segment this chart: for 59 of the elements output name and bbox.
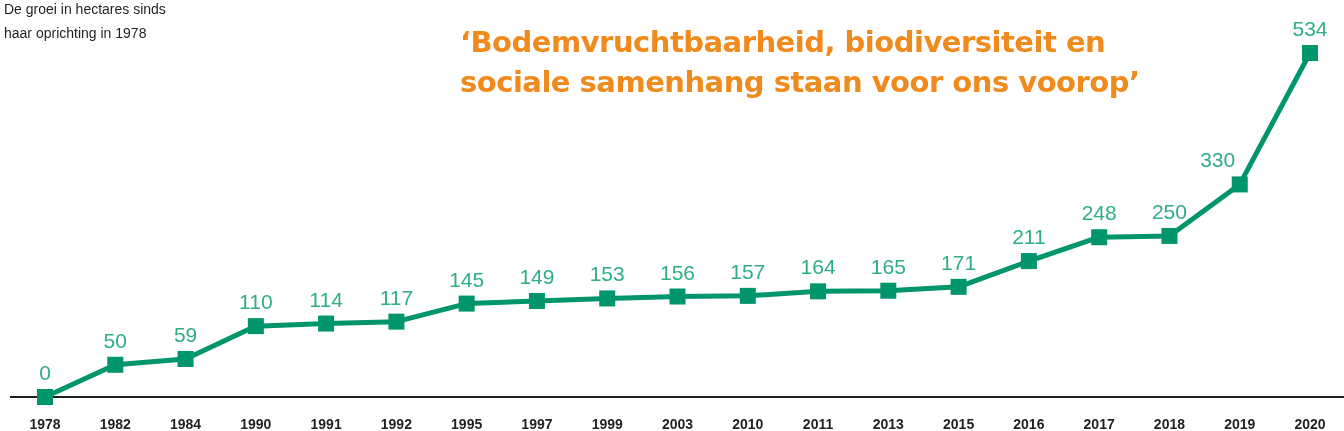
chart-subtitle: De groei in hectares sinds haar oprichting in 1978 xyxy=(4,1,166,41)
point xyxy=(739,287,756,304)
x-tick-label: 2016 xyxy=(1013,416,1045,431)
data-label: 211 xyxy=(1012,225,1046,249)
x-tick-label: 2018 xyxy=(1153,416,1186,431)
data-label: 110 xyxy=(239,290,273,314)
point xyxy=(318,315,335,332)
data-label: 250 xyxy=(1151,199,1187,223)
x-tick-label: 1997 xyxy=(521,416,553,431)
data-label: 165 xyxy=(870,254,906,278)
x-tick-label: 2015 xyxy=(943,416,975,431)
point xyxy=(599,290,616,307)
x-tick-label: 2019 xyxy=(1224,416,1256,431)
x-tick-label: 2020 xyxy=(1294,416,1326,431)
x-tick-label: 1995 xyxy=(451,416,483,431)
point xyxy=(880,282,897,299)
point xyxy=(177,350,194,367)
point xyxy=(1231,176,1248,193)
point xyxy=(810,283,827,300)
x-tick-label: 1984 xyxy=(169,416,202,431)
data-label: 149 xyxy=(519,265,555,289)
x-tick-label: 2003 xyxy=(661,416,694,431)
point xyxy=(37,389,53,405)
data-label: 50 xyxy=(103,328,127,352)
data-label: 164 xyxy=(800,255,836,279)
data-label: 153 xyxy=(589,262,625,286)
x-tick-label: 1982 xyxy=(99,416,132,431)
data-label: 145 xyxy=(449,267,485,291)
point xyxy=(107,356,124,373)
data-label: 330 xyxy=(1200,148,1236,172)
x-tick-label: 1991 xyxy=(310,416,342,431)
x-tick-label: 2011 xyxy=(802,416,834,431)
data-label: 117 xyxy=(379,285,414,309)
data-label: 156 xyxy=(659,260,696,284)
x-tick-label: 1978 xyxy=(29,416,61,431)
point xyxy=(669,288,686,305)
point xyxy=(247,318,264,335)
x-tick-label: 2013 xyxy=(872,416,905,431)
point xyxy=(950,278,967,295)
chart-title: ‘Bodemvruchtbaarheid, biodiversiteit en sociale samenhang staan voor ons voorop’ xyxy=(460,25,1140,99)
data-label: 157 xyxy=(730,259,766,283)
point xyxy=(528,293,545,310)
x-tick-label: 1999 xyxy=(591,416,623,431)
data-label: 534 xyxy=(1292,17,1328,40)
data-label: 59 xyxy=(173,322,198,346)
x-tick-label: 2010 xyxy=(732,416,764,431)
data-label: 248 xyxy=(1081,201,1117,225)
x-tick-label: 2017 xyxy=(1083,416,1115,431)
point xyxy=(1161,227,1178,244)
x-tick-label: 1992 xyxy=(380,416,413,431)
point xyxy=(1302,45,1318,61)
x-tick-label: 1990 xyxy=(240,416,272,431)
data-label: 171 xyxy=(941,250,977,274)
point xyxy=(458,295,475,312)
data-label: 114 xyxy=(309,287,344,311)
point xyxy=(388,313,405,330)
point xyxy=(1020,253,1037,270)
data-label: 0 xyxy=(39,361,51,384)
point xyxy=(1091,229,1108,246)
